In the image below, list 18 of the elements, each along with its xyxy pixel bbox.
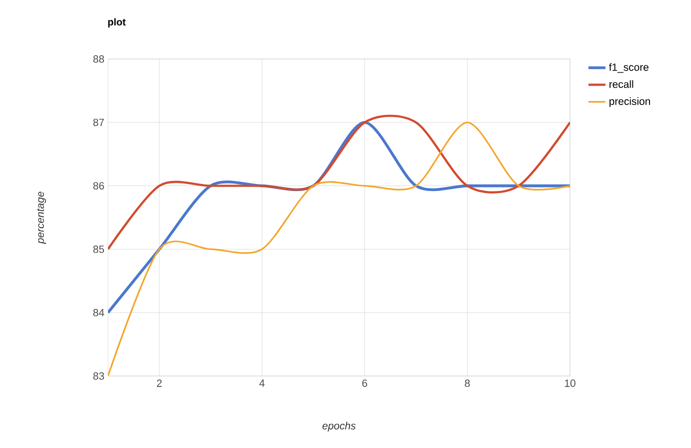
x-axis-title: epochs — [322, 422, 356, 432]
y-tick-label: 86 — [93, 182, 104, 190]
x-tick-label: 8 — [464, 380, 470, 387]
line-series — [108, 122, 570, 376]
y-tick-label: 85 — [93, 246, 104, 253]
chart-title: plot — [108, 18, 126, 28]
legend-label: precision — [610, 97, 650, 108]
legend-label: f1_score — [608, 63, 648, 73]
legend-label: recall — [610, 80, 634, 88]
x-tick-label: 6 — [362, 380, 368, 387]
x-tick-label: 10 — [564, 380, 576, 387]
y-tick-label: 83 — [93, 372, 104, 380]
y-tick-label: 87 — [93, 118, 104, 126]
x-tick-label: 4 — [259, 380, 265, 387]
x-tick-label: 2 — [156, 380, 162, 387]
y-axis-title: percentage — [37, 192, 46, 244]
y-tick-label: 88 — [93, 55, 104, 63]
y-tick-label: 84 — [93, 308, 104, 316]
